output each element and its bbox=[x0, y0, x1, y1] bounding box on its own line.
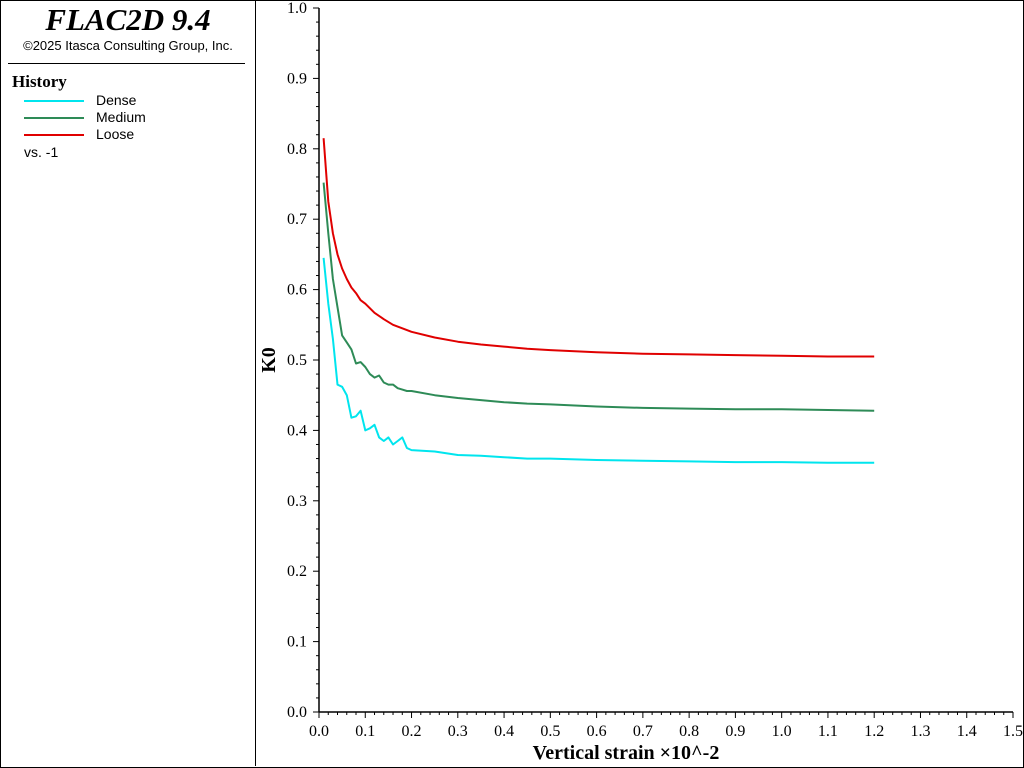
series-lines bbox=[322, 138, 875, 464]
series-line-medium bbox=[322, 182, 875, 412]
y-tick-label: 0.4 bbox=[287, 422, 307, 439]
legend-label-loose: Loose bbox=[96, 126, 135, 142]
x-tick-label: 1.5 bbox=[1003, 723, 1023, 740]
x-tick-label: 0.2 bbox=[402, 723, 422, 740]
x-tick-label: 0.3 bbox=[448, 723, 468, 740]
x-tick-label: 0.5 bbox=[540, 723, 560, 740]
x-tick-label: 0.0 bbox=[309, 723, 329, 740]
header-divider bbox=[8, 63, 245, 64]
x-axis-label: Vertical strain ×10^-2 bbox=[533, 742, 720, 764]
legend-panel: FLAC2D 9.4 ©2025 Itasca Consulting Group… bbox=[0, 0, 256, 766]
legend-line-loose bbox=[24, 134, 84, 136]
x-tick-label: 1.1 bbox=[818, 723, 838, 740]
y-tick-label: 0.3 bbox=[287, 493, 307, 510]
y-tick-label: 0.2 bbox=[287, 563, 307, 580]
x-tick-label: 1.4 bbox=[957, 723, 977, 740]
series-line-loose bbox=[322, 138, 875, 358]
x-tick-label: 0.9 bbox=[725, 723, 745, 740]
y-tick-label: 0.1 bbox=[287, 634, 307, 651]
legend-line-dense bbox=[24, 100, 84, 102]
x-tick-label: 0.7 bbox=[633, 723, 653, 740]
y-tick-label: 0.5 bbox=[287, 352, 307, 369]
x-tick-label: 1.3 bbox=[910, 723, 930, 740]
tick-labels: 0.0 0.1 0.2 0.3 0.4 0.5 0.6 0.7 0.8 0.9 1.0 0.0 0.1 0… bbox=[287, 0, 1023, 740]
y-tick-label: 1.0 bbox=[287, 0, 307, 17]
app-title: FLAC2D 9.4 bbox=[45, 2, 211, 37]
legend-label-dense: Dense bbox=[96, 92, 137, 108]
y-tick-label: 0.0 bbox=[287, 704, 307, 721]
y-tick-label: 0.9 bbox=[287, 70, 307, 87]
y-axis-label: K0 bbox=[258, 347, 280, 373]
x-tick-label: 1.0 bbox=[772, 723, 792, 740]
x-tick-label: 0.1 bbox=[355, 723, 375, 740]
x-tick-label: 0.8 bbox=[679, 723, 699, 740]
legend-line-medium bbox=[24, 117, 84, 119]
x-tick-label: 1.2 bbox=[864, 723, 884, 740]
x-tick-label: 0.6 bbox=[587, 723, 607, 740]
copyright-text: ©2025 Itasca Consulting Group, Inc. bbox=[23, 38, 233, 53]
axes bbox=[318, 8, 1013, 713]
tick-marks bbox=[313, 7, 1014, 718]
series-line-dense bbox=[322, 257, 875, 464]
legend-label-medium: Medium bbox=[96, 109, 146, 125]
y-tick-label: 0.8 bbox=[287, 141, 307, 158]
x-tick-label: 0.4 bbox=[494, 723, 514, 740]
legend-vs-label: vs. -1 bbox=[24, 144, 59, 160]
y-tick-label: 0.6 bbox=[287, 282, 307, 299]
legend-title: History bbox=[12, 72, 67, 91]
y-tick-label: 0.7 bbox=[287, 211, 307, 228]
